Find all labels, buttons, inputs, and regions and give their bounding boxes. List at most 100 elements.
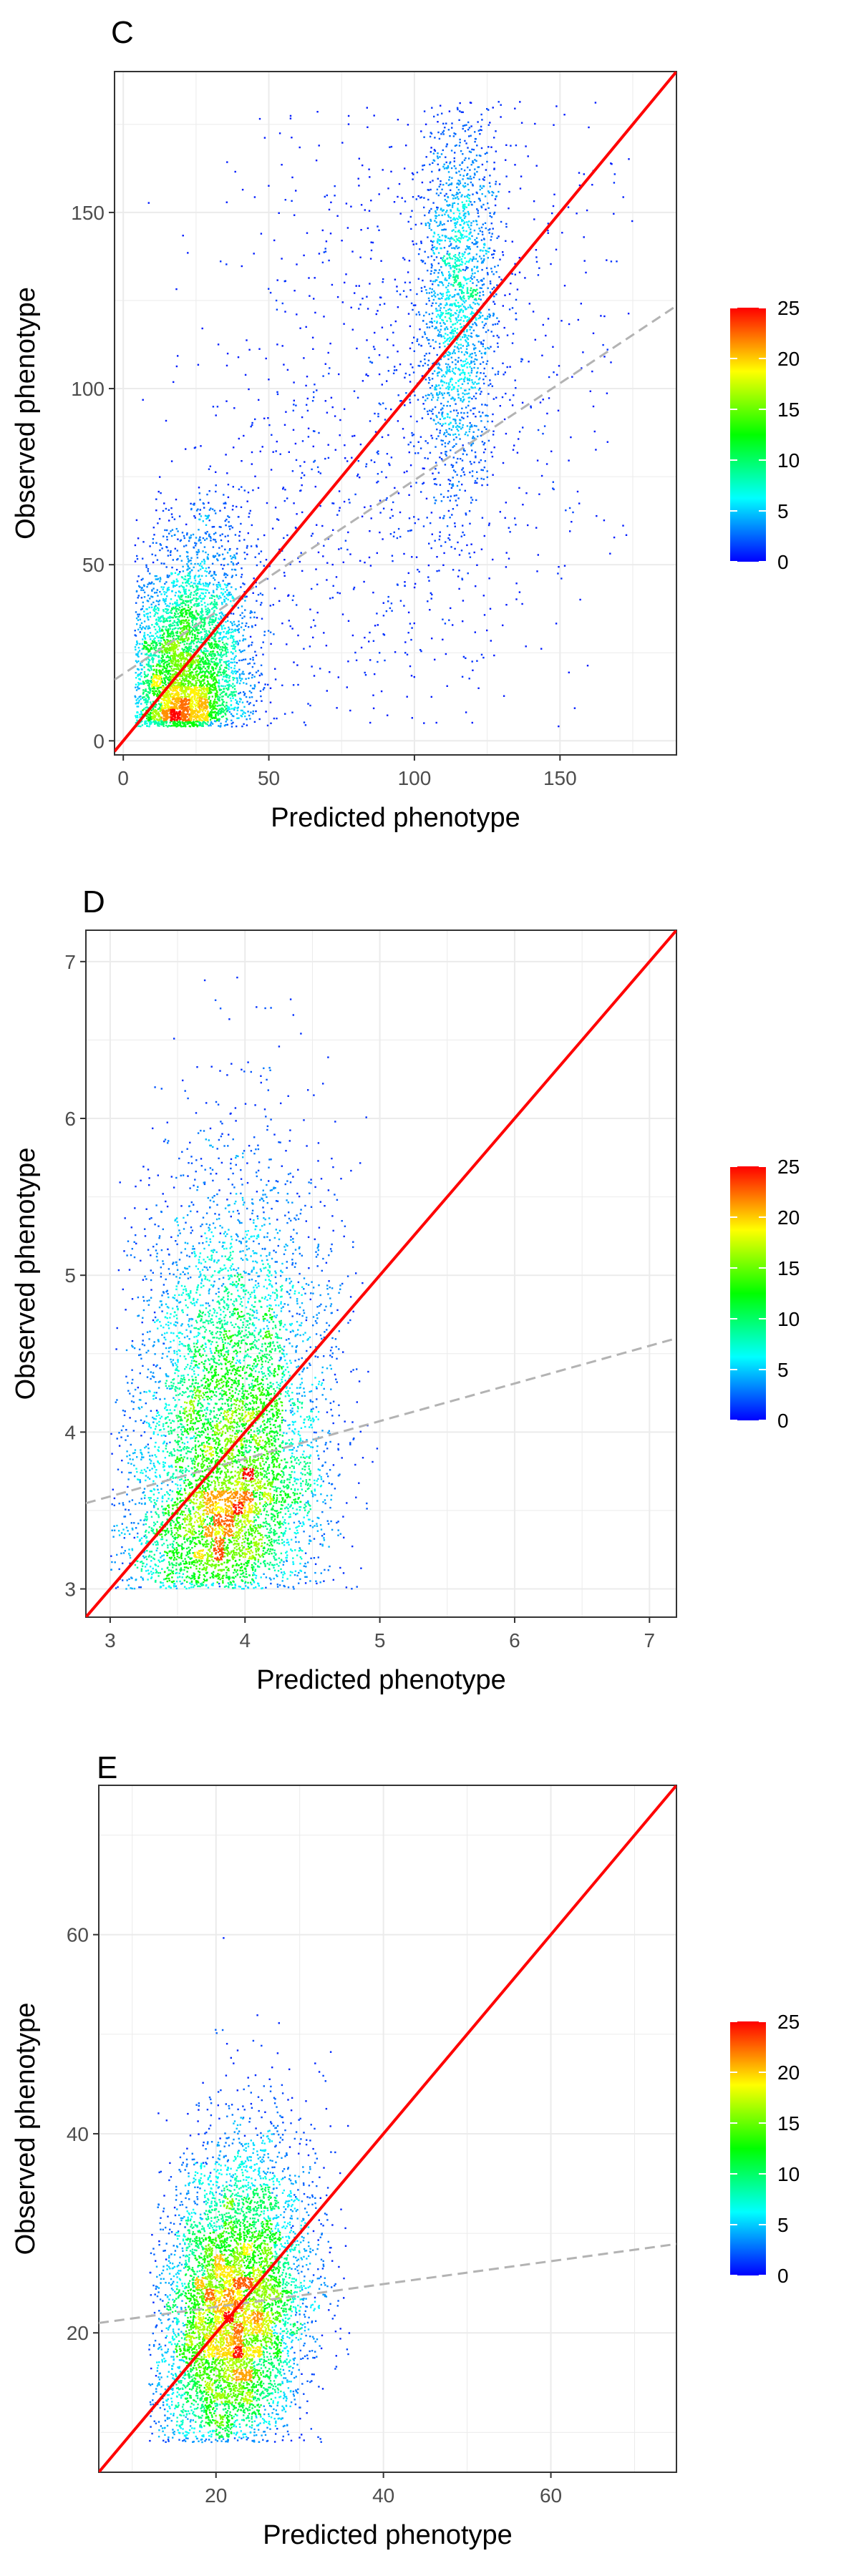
data-point [245, 696, 248, 698]
data-point [453, 132, 455, 135]
data-point [475, 220, 477, 222]
data-point [361, 164, 364, 167]
data-point [461, 578, 464, 581]
data-point [440, 133, 442, 135]
data-point [447, 298, 450, 301]
data-point [551, 212, 553, 215]
data-point [248, 703, 251, 706]
data-point [266, 724, 269, 727]
data-point [138, 678, 140, 680]
data-point [204, 605, 207, 608]
data-point [223, 709, 225, 712]
data-point [215, 584, 218, 586]
data-point [482, 261, 484, 263]
data-point [190, 560, 192, 562]
data-point [176, 550, 178, 552]
data-point [230, 576, 233, 578]
data-point [466, 291, 469, 293]
data-point [470, 201, 472, 203]
data-point [413, 350, 415, 352]
data-point [404, 281, 407, 283]
data-point [198, 721, 201, 723]
data-point [284, 199, 286, 201]
data-point [462, 525, 464, 527]
data-point [462, 204, 465, 207]
data-point [367, 227, 369, 230]
data-point [452, 274, 455, 276]
data-point [235, 673, 237, 675]
data-point [444, 442, 447, 444]
data-point [482, 238, 485, 240]
data-point [193, 643, 195, 645]
data-point [444, 316, 447, 318]
data-point [452, 212, 455, 215]
data-point [485, 414, 487, 416]
data-point [441, 414, 443, 416]
data-point [462, 300, 465, 302]
data-point [470, 326, 472, 328]
data-point [471, 470, 474, 472]
data-point [451, 370, 454, 372]
data-point [228, 592, 230, 595]
data-point [145, 674, 147, 676]
data-point [405, 392, 407, 394]
data-point [223, 502, 225, 504]
data-point [457, 314, 460, 316]
data-point [407, 572, 409, 575]
data-point [220, 539, 223, 542]
data-point [312, 430, 315, 432]
data-point [231, 595, 233, 597]
data-point [469, 280, 472, 282]
data-point [181, 641, 184, 643]
data-point [243, 649, 246, 652]
data-point [215, 532, 217, 534]
data-point [453, 247, 455, 249]
data-point [138, 696, 140, 698]
data-point [421, 417, 424, 419]
data-point [211, 562, 214, 565]
data-point [183, 651, 185, 653]
data-point [220, 648, 223, 650]
data-point [434, 389, 436, 391]
data-point [463, 186, 465, 188]
data-point [479, 188, 481, 191]
data-point [553, 371, 555, 374]
data-point [222, 701, 224, 703]
data-point [157, 722, 160, 725]
data-point [464, 374, 466, 376]
data-point [204, 595, 206, 597]
data-point [225, 701, 228, 704]
data-point [323, 251, 325, 253]
data-point [208, 630, 210, 633]
data-point [586, 209, 588, 212]
data-point [481, 187, 483, 190]
data-point [152, 701, 155, 703]
data-point [502, 462, 505, 464]
data-point [283, 499, 286, 502]
data-point [462, 392, 464, 394]
data-point [465, 157, 467, 160]
data-point [159, 644, 161, 647]
data-point [478, 155, 481, 157]
data-point [180, 576, 183, 578]
data-point [450, 182, 453, 185]
data-point [487, 420, 489, 423]
data-point [535, 249, 538, 251]
data-point [520, 358, 523, 360]
data-point [192, 651, 194, 653]
data-point [447, 313, 450, 315]
data-point [397, 420, 399, 422]
data-point [493, 447, 495, 449]
data-point [505, 159, 507, 161]
data-point [431, 593, 433, 596]
data-point [317, 551, 320, 554]
data-point [157, 613, 159, 615]
data-point [431, 378, 434, 380]
data-point [166, 610, 169, 612]
data-point [522, 504, 524, 506]
data-point [425, 289, 427, 291]
data-point [232, 504, 234, 507]
data-point [508, 293, 511, 296]
data-point [473, 265, 475, 268]
data-point [436, 321, 438, 324]
